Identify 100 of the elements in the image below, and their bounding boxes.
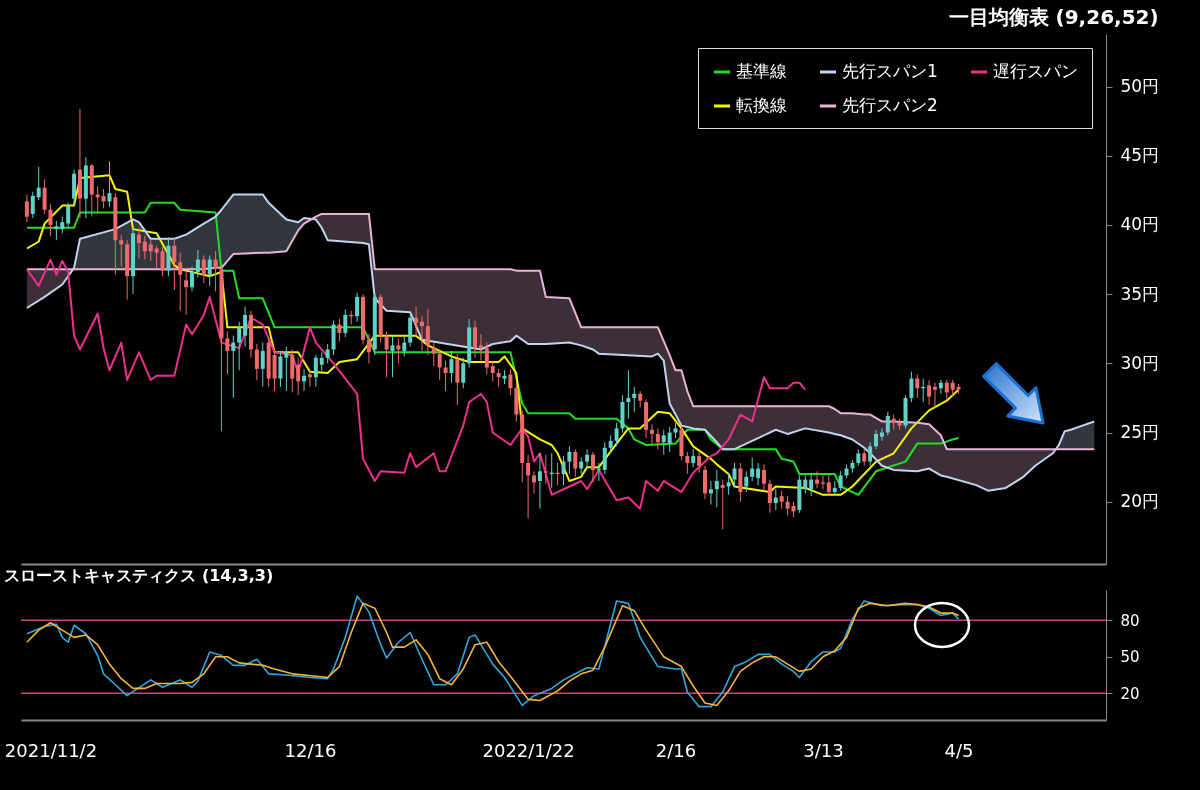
y-tick-label: 50円 [1120,76,1160,97]
candlestick [119,234,124,267]
candlestick [885,411,890,436]
candlestick [874,429,879,450]
candlestick [697,450,702,474]
candlestick [313,354,318,388]
candlestick [478,333,483,362]
legend-label: 先行スパン2 [842,95,938,115]
candlestick [325,343,330,364]
legend-label: 遅行スパン [993,61,1078,81]
candlestick [260,342,265,388]
legend-label: 先行スパン1 [842,61,938,81]
y-tick-label: 50 [1120,648,1140,667]
candlestick [290,349,295,393]
candlestick [178,252,183,312]
candlestick [703,465,708,500]
candlestick [48,203,53,237]
x-tick-label: 12/16 [284,739,337,761]
y-tick-label: 40円 [1120,214,1160,235]
candlestick [726,472,731,496]
candlestick [284,346,289,392]
candlestick [685,451,690,475]
candlestick [927,379,932,406]
candlestick [732,462,737,488]
x-tick-label: 4/5 [944,739,974,761]
y-tick-label: 80 [1120,611,1140,630]
candlestick [868,441,873,467]
candlestick [160,246,165,277]
candlestick [756,462,761,486]
candlestick [526,454,531,519]
candlestick [366,333,371,364]
candlestick [190,265,195,292]
candlestick [667,426,672,453]
chart-title: 一目均衡表 (9,26,52) [948,5,1159,29]
candlestick [708,480,713,505]
candlestick [449,350,454,384]
candlestick [508,368,513,396]
candlestick [437,349,442,381]
candlestick [632,386,637,413]
candlestick [30,191,35,219]
candlestick [337,318,342,342]
candlestick [231,335,236,399]
candlestick [473,319,478,359]
candlestick [213,250,218,292]
candlestick [195,249,200,279]
candlestick [307,369,312,388]
candlestick [42,178,47,215]
candlestick [66,202,71,229]
candlestick [750,456,755,482]
candlestick [319,351,324,373]
candlestick [201,254,206,284]
candlestick [573,448,578,478]
candlestick [915,373,920,399]
candlestick [820,474,825,490]
candlestick [278,350,283,388]
candlestick [761,463,766,492]
y-tick-label: 20 [1120,684,1140,703]
candlestick [36,166,41,201]
candlestick [838,470,843,492]
x-tick-label: 2/16 [655,739,697,761]
candlestick [655,427,660,450]
candlestick [302,368,307,392]
line-series [25,258,807,510]
candlestick [561,455,566,486]
y-tick-label: 25円 [1120,422,1160,443]
candlestick [425,308,430,356]
candlestick [101,188,106,209]
candlestick [720,479,725,530]
x-tick-label: 3/13 [803,739,844,761]
candlestick [396,337,401,364]
legend-label: 基準線 [736,61,787,81]
candlestick [826,474,831,497]
candlestick [225,331,230,375]
chart-title: スローストキャスティクス (14,3,3) [4,566,274,585]
candlestick [142,235,147,261]
candlestick [590,451,595,483]
candlestick [879,427,884,442]
candlestick [567,445,572,475]
candlestick [390,335,395,378]
candlestick [254,343,259,381]
candlestick [773,488,778,511]
y-tick-label: 35円 [1120,283,1160,304]
candlestick [490,360,495,382]
candlestick [815,470,820,489]
candlestick [384,331,389,378]
candlestick [272,350,277,392]
candlestick [932,382,937,409]
candlestick [414,306,419,337]
candlestick [443,360,448,392]
candlestick [809,473,814,497]
candlestick [237,321,242,371]
candlestick [107,160,112,208]
candlestick [455,353,460,406]
candlestick [419,315,424,352]
candlestick [355,292,360,323]
candlestick [661,429,666,456]
candlestick [909,371,914,403]
candlestick [184,270,189,316]
candlestick [944,379,949,402]
candlestick [296,357,301,396]
